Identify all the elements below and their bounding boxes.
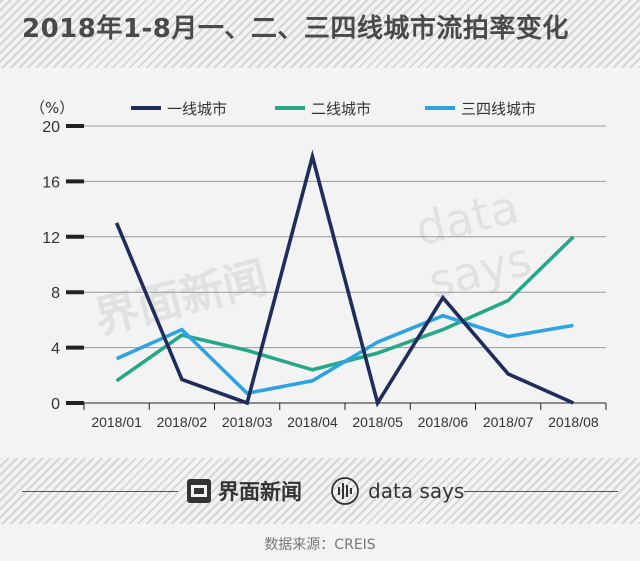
y-axis-unit-label: （%）	[30, 99, 74, 117]
jiemian-logo: 界面新闻	[186, 476, 302, 506]
jiemian-logo-text: 界面新闻	[218, 480, 302, 504]
legend-label-2: 三四线城市	[461, 100, 536, 118]
datasays-logo-icon	[331, 477, 359, 505]
y-tick-label-4: 16	[42, 174, 60, 191]
line-chart: 0 4 8 12 16 20 （%） 2018/01 2018/02 2018/03 2018/04…	[30, 99, 607, 430]
x-tick-label-6: 2018/07	[483, 414, 534, 430]
legend-label-1: 二线城市	[311, 100, 371, 118]
legend-label-0: 一线城市	[167, 100, 227, 118]
footer-rule-right	[464, 491, 618, 492]
series-line-1	[115, 235, 575, 383]
y-tick-label-2: 8	[51, 285, 60, 302]
source-note: 数据来源：CREIS	[264, 537, 376, 553]
x-tick-label-3: 2018/04	[287, 414, 338, 430]
footer-brand-bar: 界面新闻 data says	[0, 474, 640, 510]
series-line-0	[114, 149, 575, 408]
y-tick-label-1: 4	[51, 341, 60, 358]
footer-rule-left	[22, 491, 178, 492]
series-line-2	[115, 313, 574, 396]
y-tick-label-0: 0	[51, 396, 60, 413]
datasays-logo: data says	[330, 476, 464, 506]
x-tick-label-4: 2018/05	[352, 414, 403, 430]
header-hatch-band	[0, 0, 640, 68]
x-tick-label-7: 2018/08	[548, 414, 599, 430]
jiemian-logo-icon	[187, 479, 211, 503]
y-tick-label-5: 20	[42, 119, 60, 136]
x-tick-label-2: 2018/03	[222, 414, 273, 430]
x-tick-label-1: 2018/02	[157, 414, 208, 430]
datasays-logo-text: data says	[368, 479, 465, 503]
chart-title: 2018年1-8月一、二、三四线城市流拍率变化	[22, 14, 569, 44]
x-tick-label-0: 2018/01	[91, 414, 142, 430]
x-tick-label-5: 2018/06	[418, 414, 469, 430]
y-tick-label-3: 12	[42, 230, 60, 247]
